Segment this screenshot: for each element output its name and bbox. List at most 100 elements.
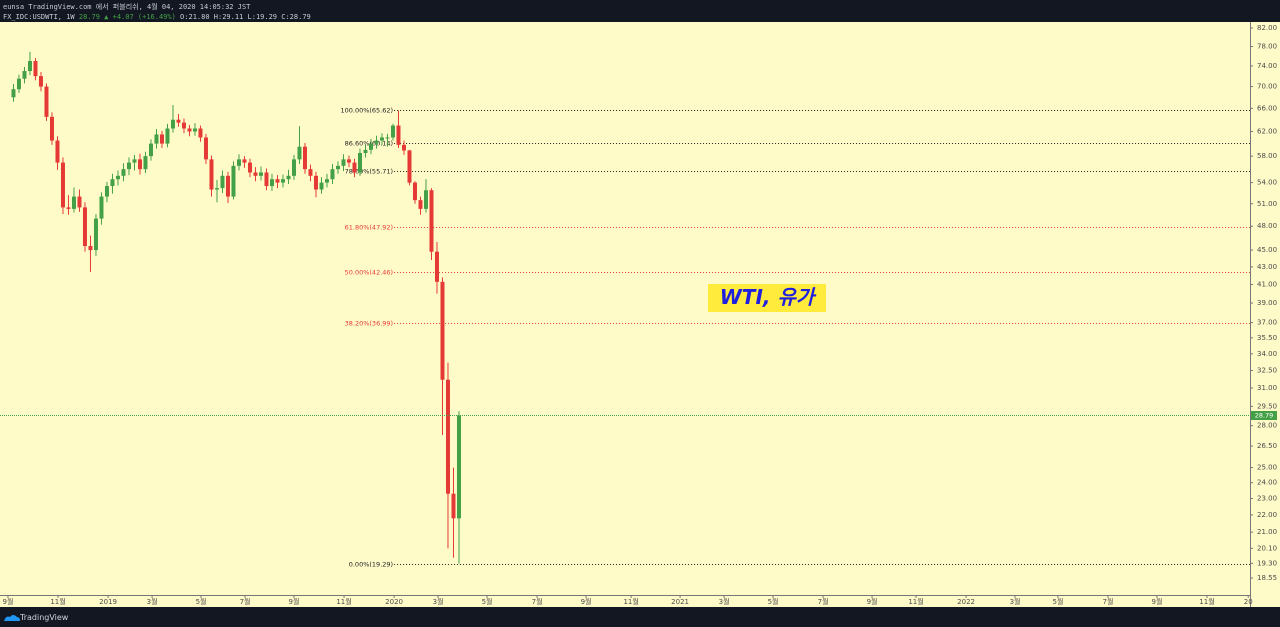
- ohlc: H:29.11: [214, 13, 244, 21]
- candle-body: [33, 61, 38, 77]
- legend-line: FX_IDC:USDWTI, 1W 28.79 ▲ +4.07 (+16.49%…: [3, 13, 311, 21]
- candle-body: [154, 134, 159, 144]
- y-tick-label: 32.50: [1257, 367, 1277, 375]
- candle-body: [49, 116, 54, 141]
- x-tick-label: 11월: [50, 597, 65, 606]
- candle-body: [319, 182, 324, 190]
- candle-body: [11, 89, 16, 98]
- candle-body: [22, 71, 27, 79]
- x-tick-label: 11월: [908, 597, 923, 606]
- y-tick-label: 26.50: [1257, 442, 1277, 450]
- candle-body: [225, 175, 230, 197]
- y-tick-label: 21.00: [1257, 528, 1277, 536]
- candle-body: [187, 128, 192, 132]
- x-tick-label: 2021: [671, 598, 689, 606]
- y-tick-label: 37.00: [1257, 319, 1277, 327]
- ohlc: C:28.79: [281, 13, 311, 21]
- y-tick-label: 82.00: [1257, 24, 1277, 32]
- y-tick-label: 31.00: [1257, 384, 1277, 392]
- symbol: FX_IDC:USDWTI, 1W: [3, 13, 75, 21]
- candle-body: [126, 162, 131, 170]
- last-price: 28.79: [79, 13, 100, 21]
- candle-body: [60, 162, 65, 208]
- y-tick-label: 43.00: [1257, 263, 1277, 271]
- candle-body: [396, 125, 401, 145]
- candle-body: [192, 128, 197, 132]
- change: ▲ +4.07 (+16.49%): [104, 13, 176, 21]
- candle-body: [104, 186, 109, 197]
- brand-logo: [4, 615, 20, 621]
- candle-body: [297, 146, 302, 160]
- fib-label: 0.00%(19.29): [349, 561, 393, 569]
- x-tick-label: 5월: [196, 597, 207, 606]
- candle-body: [66, 207, 71, 209]
- y-tick-label: 54.00: [1257, 179, 1277, 187]
- candle-body: [324, 179, 329, 183]
- candle-body: [176, 119, 181, 123]
- y-tick-label: 48.00: [1257, 222, 1277, 230]
- candle-body: [38, 76, 43, 87]
- x-tick-label: 9월: [581, 597, 592, 606]
- x-tick-label: 2019: [99, 598, 117, 606]
- ohlc: L:19.29: [248, 13, 278, 21]
- y-tick-label: 29.50: [1257, 402, 1277, 410]
- last-price-box: [1251, 411, 1277, 420]
- y-tick-label: 45.00: [1257, 246, 1277, 254]
- y-tick-label: 70.00: [1257, 83, 1277, 91]
- candle-body: [363, 149, 368, 153]
- fib-label: 38.20%(36.99): [345, 320, 393, 328]
- candle-body: [181, 122, 186, 129]
- candle-body: [280, 179, 285, 183]
- candle-body: [346, 159, 351, 163]
- annotation-box: [708, 284, 826, 312]
- fib-label: 61.80%(47.92): [345, 224, 393, 232]
- y-tick-label: 23.00: [1257, 494, 1277, 502]
- candle-body: [148, 143, 153, 157]
- y-tick-label: 41.00: [1257, 281, 1277, 289]
- candle-body: [82, 207, 87, 246]
- candle-body: [418, 200, 423, 209]
- x-tick-label: 9월: [867, 597, 878, 606]
- candle-body: [313, 175, 318, 190]
- candle-body: [115, 175, 120, 180]
- x-tick-label: 7월: [1103, 597, 1114, 606]
- candle-body: [77, 196, 82, 208]
- candle-body: [231, 165, 236, 197]
- candle-body: [379, 137, 384, 141]
- candle-body: [291, 159, 296, 176]
- candle-body: [341, 159, 346, 166]
- y-tick-label: 18.55: [1257, 574, 1277, 582]
- y-tick-label: 51.00: [1257, 200, 1277, 208]
- y-tick-label: 78.00: [1257, 43, 1277, 51]
- candle-body: [269, 179, 274, 187]
- y-tick-label: 34.00: [1257, 350, 1277, 358]
- candle-body: [330, 169, 335, 180]
- candle-body: [71, 196, 76, 209]
- y-tick-label: 35.50: [1257, 334, 1277, 342]
- candle-body: [214, 188, 219, 190]
- y-tick-label: 66.00: [1257, 104, 1277, 112]
- y-tick-label: 25.00: [1257, 464, 1277, 472]
- y-tick-label: 58.00: [1257, 152, 1277, 160]
- x-tick-label: 9월: [3, 597, 14, 606]
- x-tick-label: 7월: [240, 597, 251, 606]
- candle-body: [429, 190, 434, 252]
- candle-body: [236, 159, 241, 166]
- candle-body: [16, 78, 21, 90]
- candle-body: [143, 156, 148, 170]
- candle-body: [88, 245, 93, 251]
- candle-body: [434, 251, 439, 282]
- y-tick-label: 39.00: [1257, 299, 1277, 307]
- x-tick-label: 7월: [818, 597, 829, 606]
- x-tick-label: 2020: [385, 598, 403, 606]
- candle-body: [445, 379, 450, 494]
- fib-label: 78.60%(55.71): [345, 168, 393, 176]
- candle-body: [357, 152, 362, 173]
- candle-body: [247, 162, 252, 173]
- candle-body: [368, 143, 373, 150]
- candle-body: [264, 172, 269, 187]
- y-tick-label: 22.00: [1257, 511, 1277, 519]
- candle-body: [55, 140, 60, 163]
- x-tick-label: 3월: [433, 597, 444, 606]
